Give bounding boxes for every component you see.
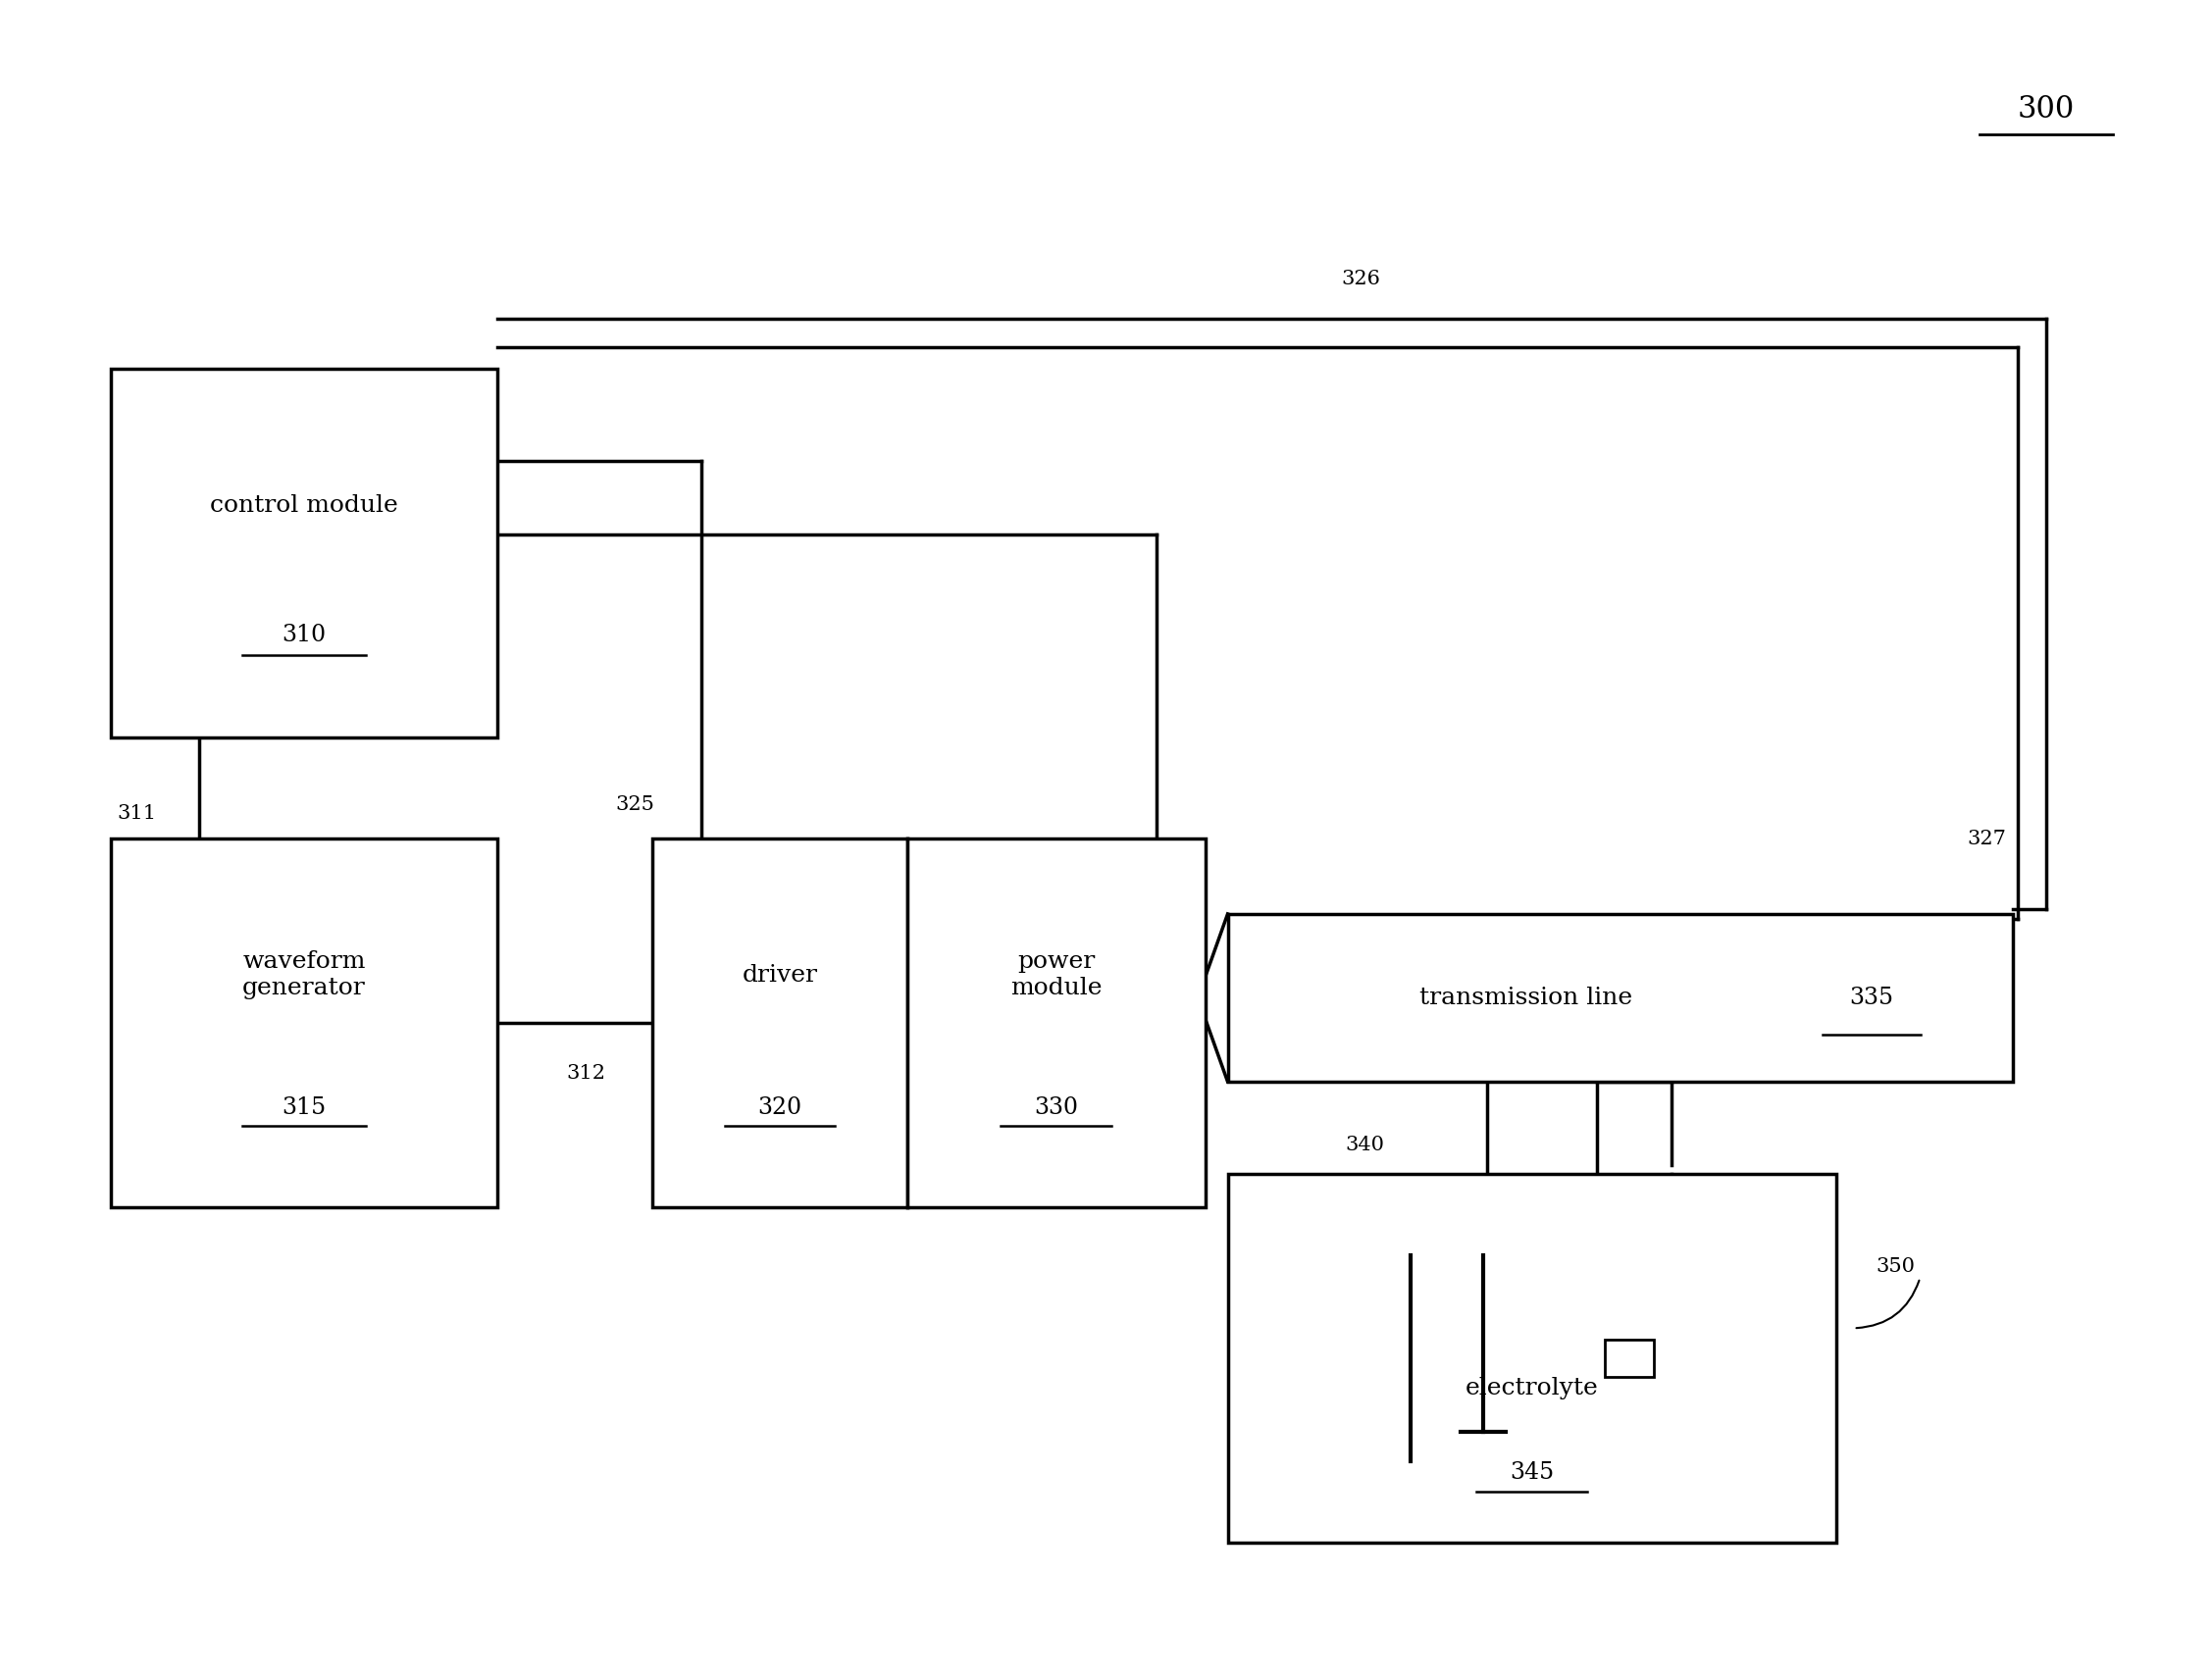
Text: 350: 350 xyxy=(1876,1256,1916,1276)
Bar xyxy=(1228,914,2013,1082)
Bar xyxy=(1606,1340,1655,1377)
Text: 311: 311 xyxy=(117,803,157,823)
Text: 330: 330 xyxy=(1035,1097,1077,1119)
Text: power
module: power module xyxy=(1011,951,1102,999)
Text: driver: driver xyxy=(741,964,818,986)
Bar xyxy=(1228,1174,1836,1543)
Text: 345: 345 xyxy=(1509,1461,1555,1484)
Text: 312: 312 xyxy=(566,1063,606,1083)
Text: 335: 335 xyxy=(1849,986,1893,1010)
Text: 315: 315 xyxy=(281,1097,327,1119)
Text: electrolyte: electrolyte xyxy=(1464,1377,1599,1399)
Bar xyxy=(653,838,907,1207)
Text: 320: 320 xyxy=(757,1097,803,1119)
Text: 325: 325 xyxy=(615,795,655,815)
Bar xyxy=(111,369,498,738)
Text: waveform
generator: waveform generator xyxy=(243,951,365,999)
Text: control module: control module xyxy=(210,495,398,517)
Bar xyxy=(111,838,498,1207)
Text: 340: 340 xyxy=(1345,1135,1385,1155)
Text: 310: 310 xyxy=(281,624,327,646)
Text: 300: 300 xyxy=(2017,94,2075,124)
Text: 327: 327 xyxy=(1966,828,2006,849)
Text: transmission line: transmission line xyxy=(1420,986,1632,1010)
Text: 326: 326 xyxy=(1340,270,1380,288)
Bar xyxy=(907,838,1206,1207)
